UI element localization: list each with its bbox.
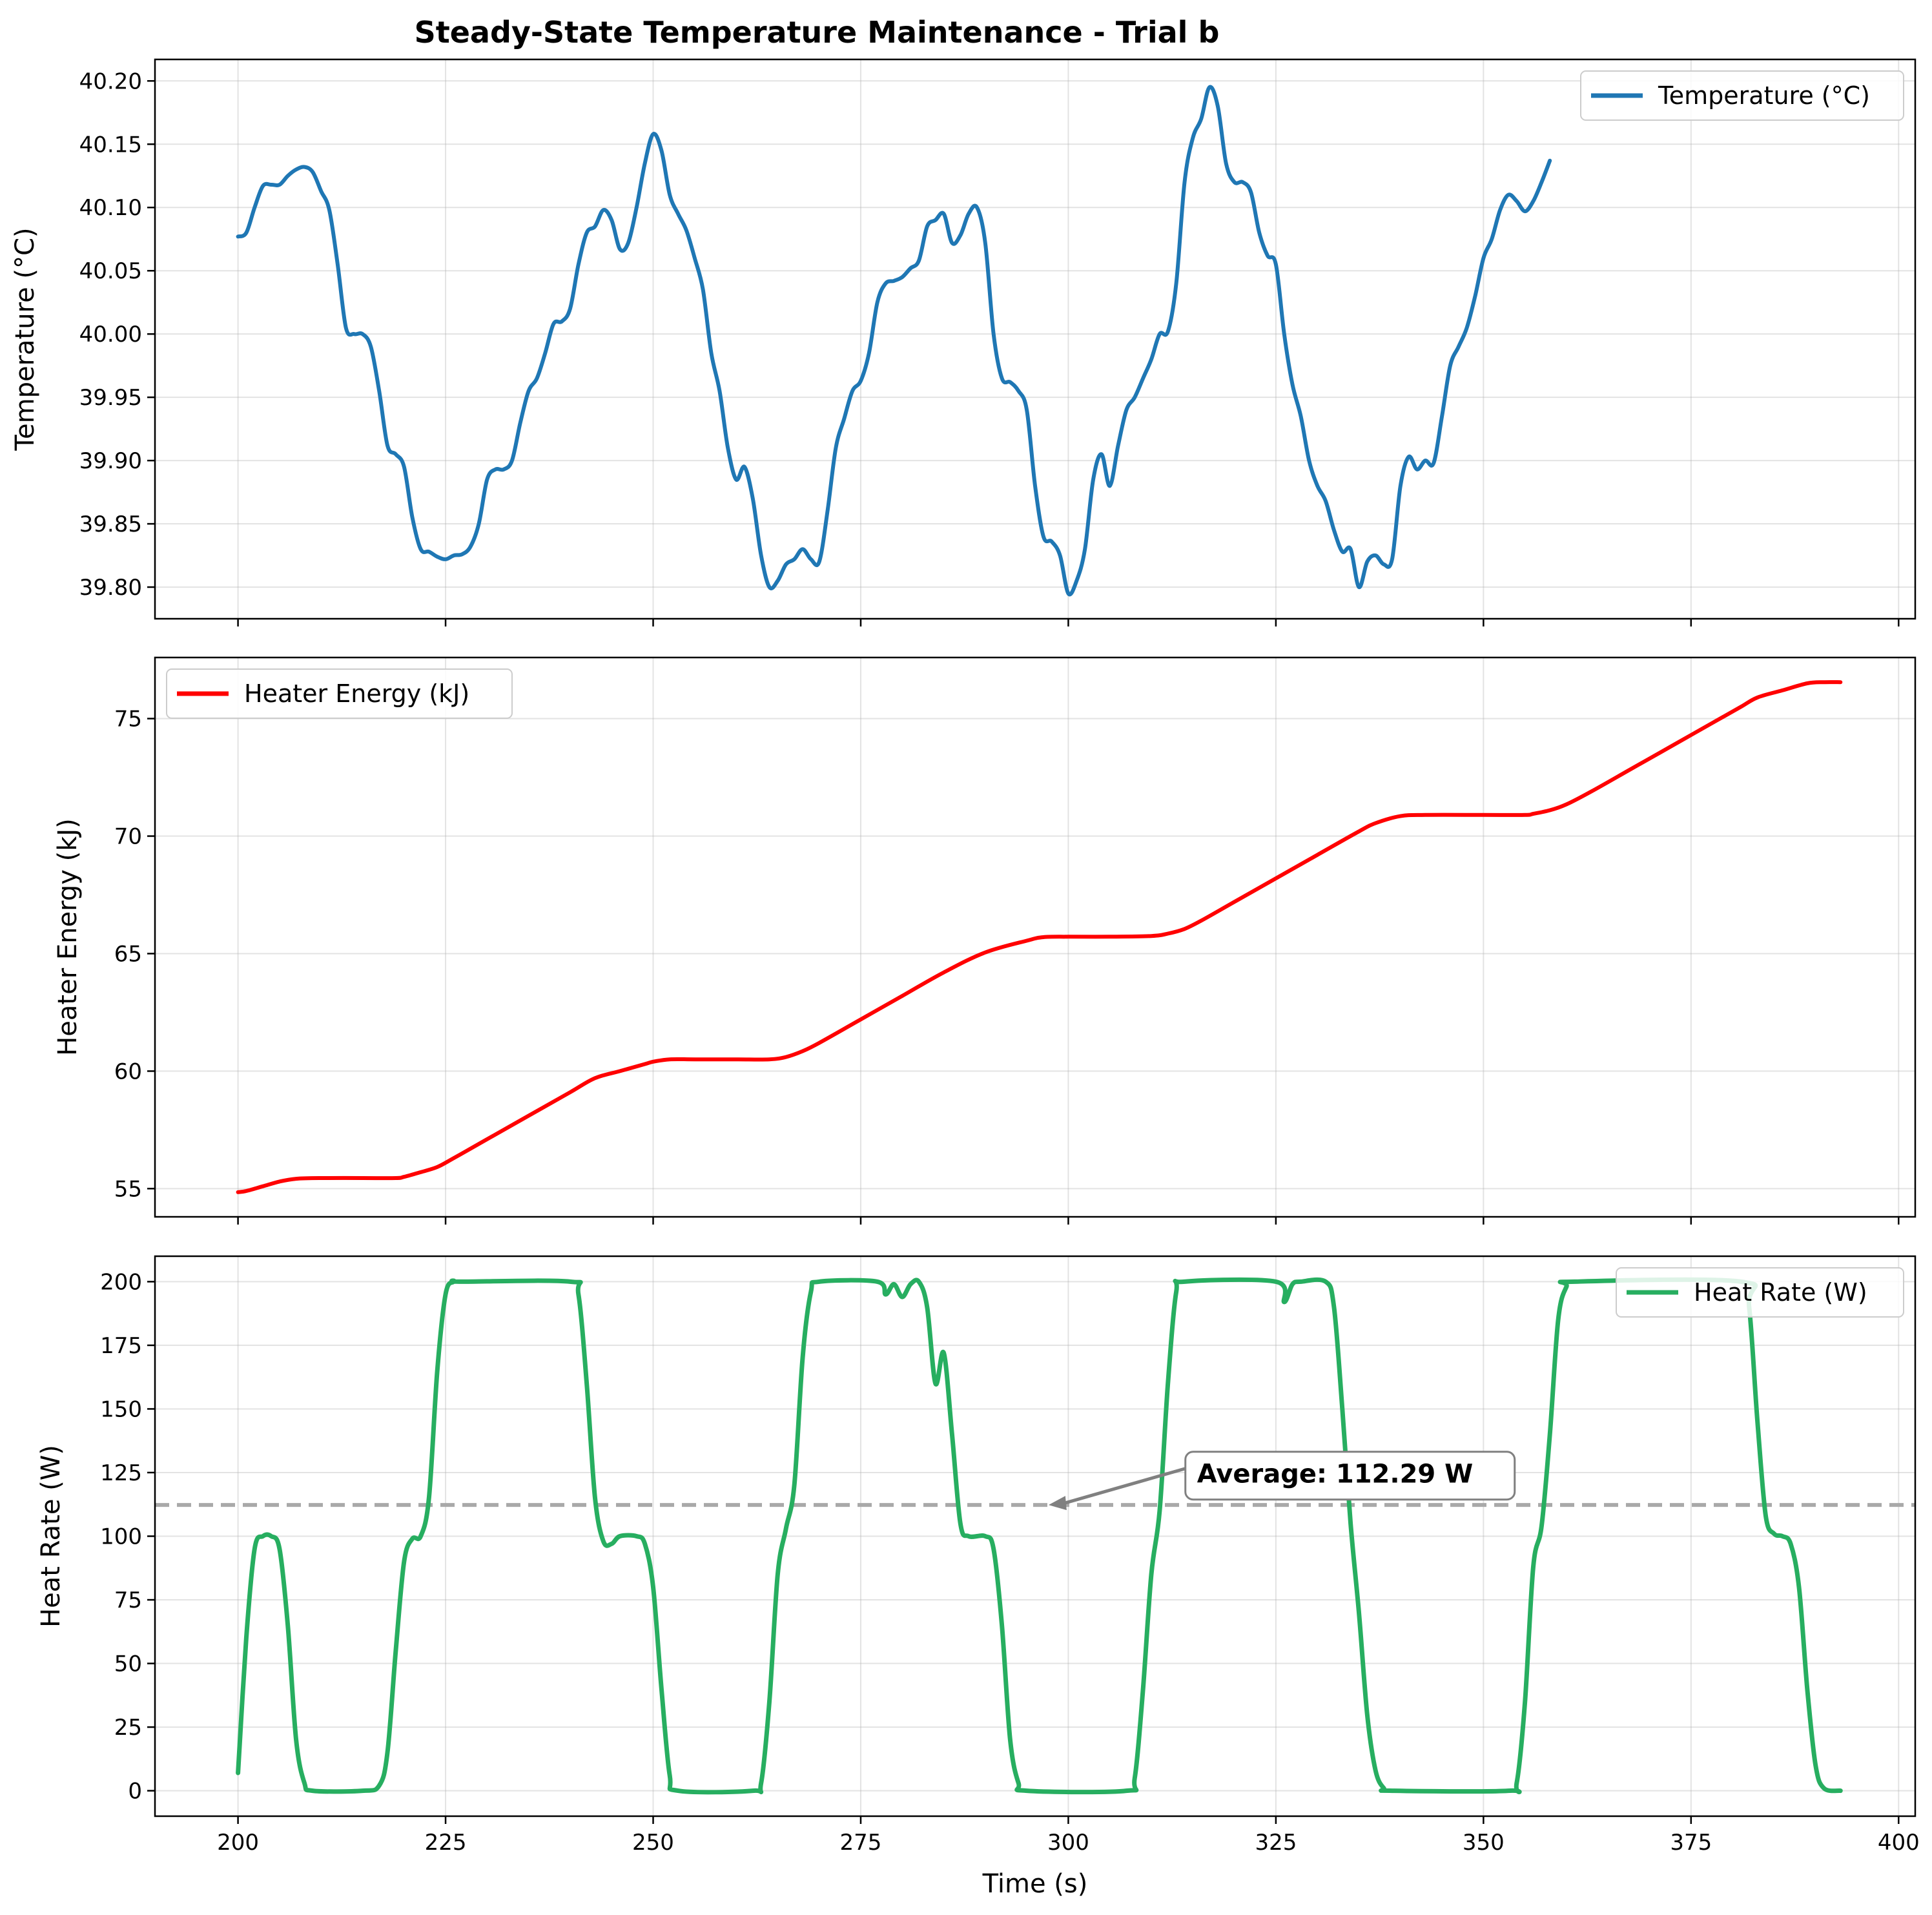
y-tick-label: 60	[114, 1059, 142, 1084]
y-tick-label: 40.05	[79, 258, 142, 284]
y-axis-label: Heat Rate (W)	[36, 1445, 66, 1628]
series-line	[236, 85, 1552, 597]
series-line	[236, 680, 1843, 1194]
x-tick-label: 200	[217, 1830, 259, 1856]
annotation-text: Average: 112.29 W	[1197, 1460, 1474, 1489]
y-tick-label: 39.90	[79, 448, 142, 474]
y-tick-label: 150	[100, 1396, 142, 1422]
heater-energy-panel: 55 60 65 70 75 Heater Energy (kJ) Heater Energ…	[53, 656, 1917, 1225]
y-tick-label: 40.10	[79, 195, 142, 221]
y-tick-label: 200	[100, 1269, 142, 1295]
y-tick-label: 175	[100, 1333, 142, 1359]
chart-title: Steady-State Temperature Maintenance - T…	[415, 15, 1220, 50]
y-axis-label: Heater Energy (kJ)	[53, 818, 83, 1056]
y-tick-label: 39.95	[79, 385, 142, 411]
x-tick-label: 400	[1878, 1830, 1920, 1856]
legend: Heater Energy (kJ)	[166, 668, 513, 719]
x-tick-label: 300	[1047, 1830, 1089, 1856]
axes-frame	[154, 58, 1917, 620]
legend-label: Heater Energy (kJ)	[244, 679, 469, 708]
y-tick-label: 40.00	[79, 322, 142, 347]
y-tick-label: 75	[114, 1588, 142, 1613]
annotation-box	[1184, 1451, 1516, 1501]
legend: Heat Rate (W)	[1616, 1267, 1904, 1318]
series-line	[236, 1277, 1843, 1795]
y-tick-label: 50	[114, 1651, 142, 1677]
annotation-arrow-shaft	[1062, 1467, 1186, 1506]
y-tick-label: 39.80	[79, 575, 142, 601]
y-tick-label: 65	[114, 941, 142, 967]
x-axis-label: Time (s)	[982, 1869, 1088, 1899]
y-tick-label: 70	[114, 824, 142, 850]
x-tick-label: 275	[840, 1830, 882, 1856]
y-tick-label: 39.85	[79, 512, 142, 537]
heat-rate-panel: 200 225 250 275 300 325 350 375 400 0 25 50 75 100 125…	[36, 1255, 1920, 1899]
x-tick-label: 325	[1255, 1830, 1297, 1856]
y-tick-label: 40.15	[79, 132, 142, 158]
axes-frame	[154, 656, 1917, 1218]
temperature-panel: 39.80 39.85 39.90 39.95 40.00 40.05 40.10 40.15…	[10, 58, 1917, 626]
y-tick-label: 0	[128, 1779, 142, 1805]
y-tick-label: 55	[114, 1176, 142, 1202]
legend-box	[166, 668, 513, 719]
legend: Temperature (°C)	[1580, 70, 1904, 121]
annotation-arrow-head	[1048, 1496, 1067, 1511]
axes-frame	[154, 1255, 1917, 1817]
x-tick-label: 225	[425, 1830, 467, 1856]
y-tick-label: 75	[114, 707, 142, 732]
y-tick-label: 40.20	[79, 68, 142, 94]
legend-box	[1616, 1267, 1904, 1318]
legend-label: Heat Rate (W)	[1694, 1278, 1867, 1307]
x-tick-label: 350	[1463, 1830, 1505, 1856]
y-tick-label: 125	[100, 1460, 142, 1486]
y-tick-label: 25	[114, 1715, 142, 1741]
x-tick-label: 250	[632, 1830, 674, 1856]
legend-box	[1580, 70, 1904, 121]
x-tick-label: 375	[1670, 1830, 1712, 1856]
y-axis-label: Temperature (°C)	[10, 227, 40, 451]
legend-label: Temperature (°C)	[1658, 81, 1870, 110]
y-tick-label: 100	[100, 1524, 142, 1550]
